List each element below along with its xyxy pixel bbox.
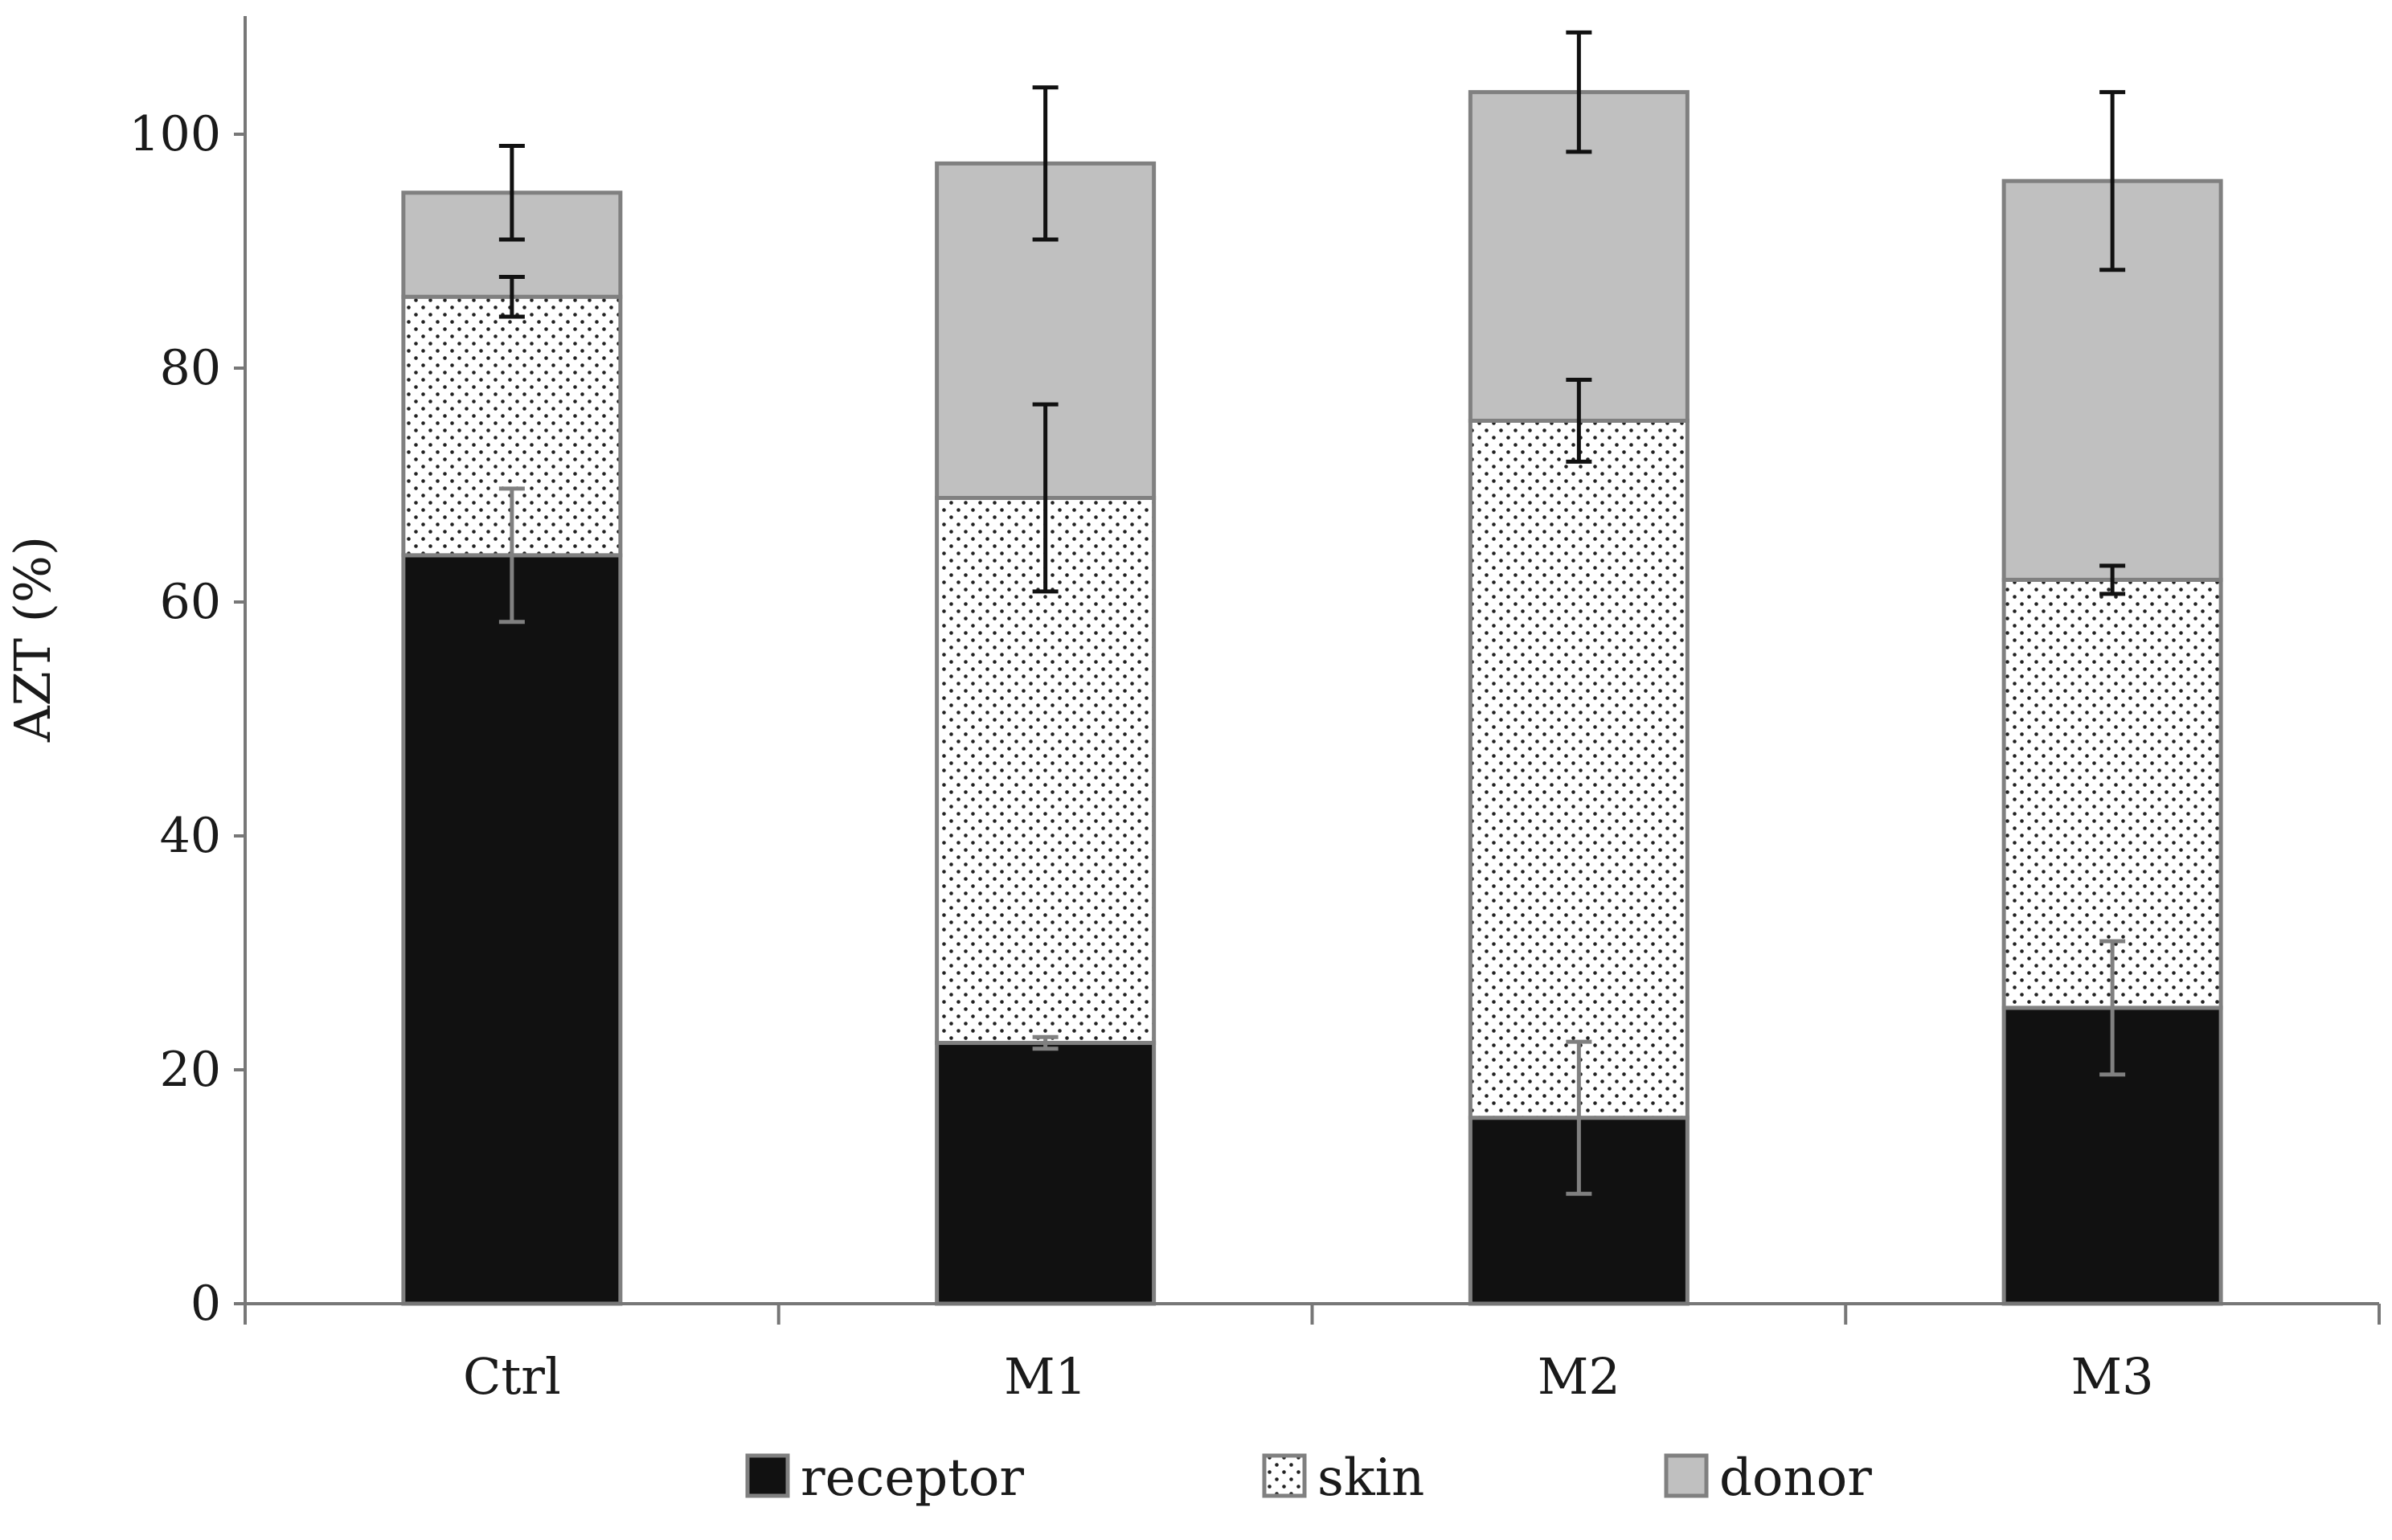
error-bars-layer (498, 30, 2126, 1196)
error-bar-receptor-m3 (2099, 939, 2126, 1077)
y-axis-title: AZT (%) (3, 536, 62, 743)
error-bar-donor-m3 (2099, 90, 2126, 272)
y-tick-label: 60 (160, 574, 221, 630)
y-tick-label: 40 (160, 808, 221, 864)
y-tick-label: 20 (160, 1042, 221, 1098)
legend-label-skin: skin (1317, 1448, 1424, 1508)
error-bar-skin-m2 (1566, 378, 1592, 464)
error-bar-receptor-ctrl (498, 486, 525, 625)
error-bar-receptor-m1 (1032, 1034, 1059, 1051)
legend-swatch-receptor (745, 1453, 790, 1498)
bars-layer (401, 90, 2223, 1306)
legend-swatch-skin (1262, 1453, 1307, 1498)
y-tick-label: 80 (160, 340, 221, 396)
x-tick-label-m2: M2 (1538, 1347, 1620, 1406)
legend-item-receptor: receptor (745, 1448, 1024, 1508)
error-bar-skin-m3 (2099, 563, 2126, 596)
error-bar-donor-m1 (1032, 85, 1059, 242)
bar-receptor-ctrl (401, 553, 623, 1306)
bar-receptor-m1 (935, 1041, 1157, 1306)
y-tick-label: 0 (190, 1276, 221, 1332)
legend: receptor skin donor (745, 1448, 1872, 1508)
legend-swatch-donor (1664, 1453, 1709, 1498)
error-bar-donor-m2 (1566, 30, 1592, 154)
bar-skin-m3 (2001, 577, 2223, 1010)
x-tick-label-m3: M3 (2071, 1347, 2154, 1406)
x-tick-label-ctrl: Ctrl (463, 1347, 561, 1406)
x-tick-label-m1: M1 (1004, 1347, 1087, 1406)
legend-label-receptor: receptor (801, 1448, 1024, 1508)
error-bar-receptor-m2 (1566, 1039, 1592, 1196)
error-bar-skin-m1 (1032, 402, 1059, 594)
legend-item-donor: donor (1664, 1448, 1872, 1508)
error-bar-donor-ctrl (498, 144, 525, 242)
bar-skin-m2 (1468, 418, 1690, 1120)
legend-label-donor: donor (1719, 1448, 1872, 1508)
y-tick-label: 100 (129, 106, 221, 162)
error-bar-skin-ctrl (498, 275, 525, 319)
legend-item-skin: skin (1262, 1448, 1424, 1508)
axes-layer: 0 20 40 60 80 100 Ctrl M1 M2 M3 AZT (%) (3, 16, 2381, 1406)
